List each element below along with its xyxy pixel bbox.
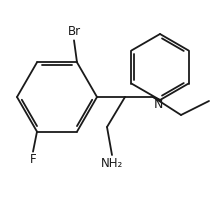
Text: Br: Br	[67, 25, 80, 38]
Text: N: N	[154, 98, 163, 111]
Text: F: F	[30, 153, 36, 166]
Text: NH₂: NH₂	[101, 157, 123, 170]
